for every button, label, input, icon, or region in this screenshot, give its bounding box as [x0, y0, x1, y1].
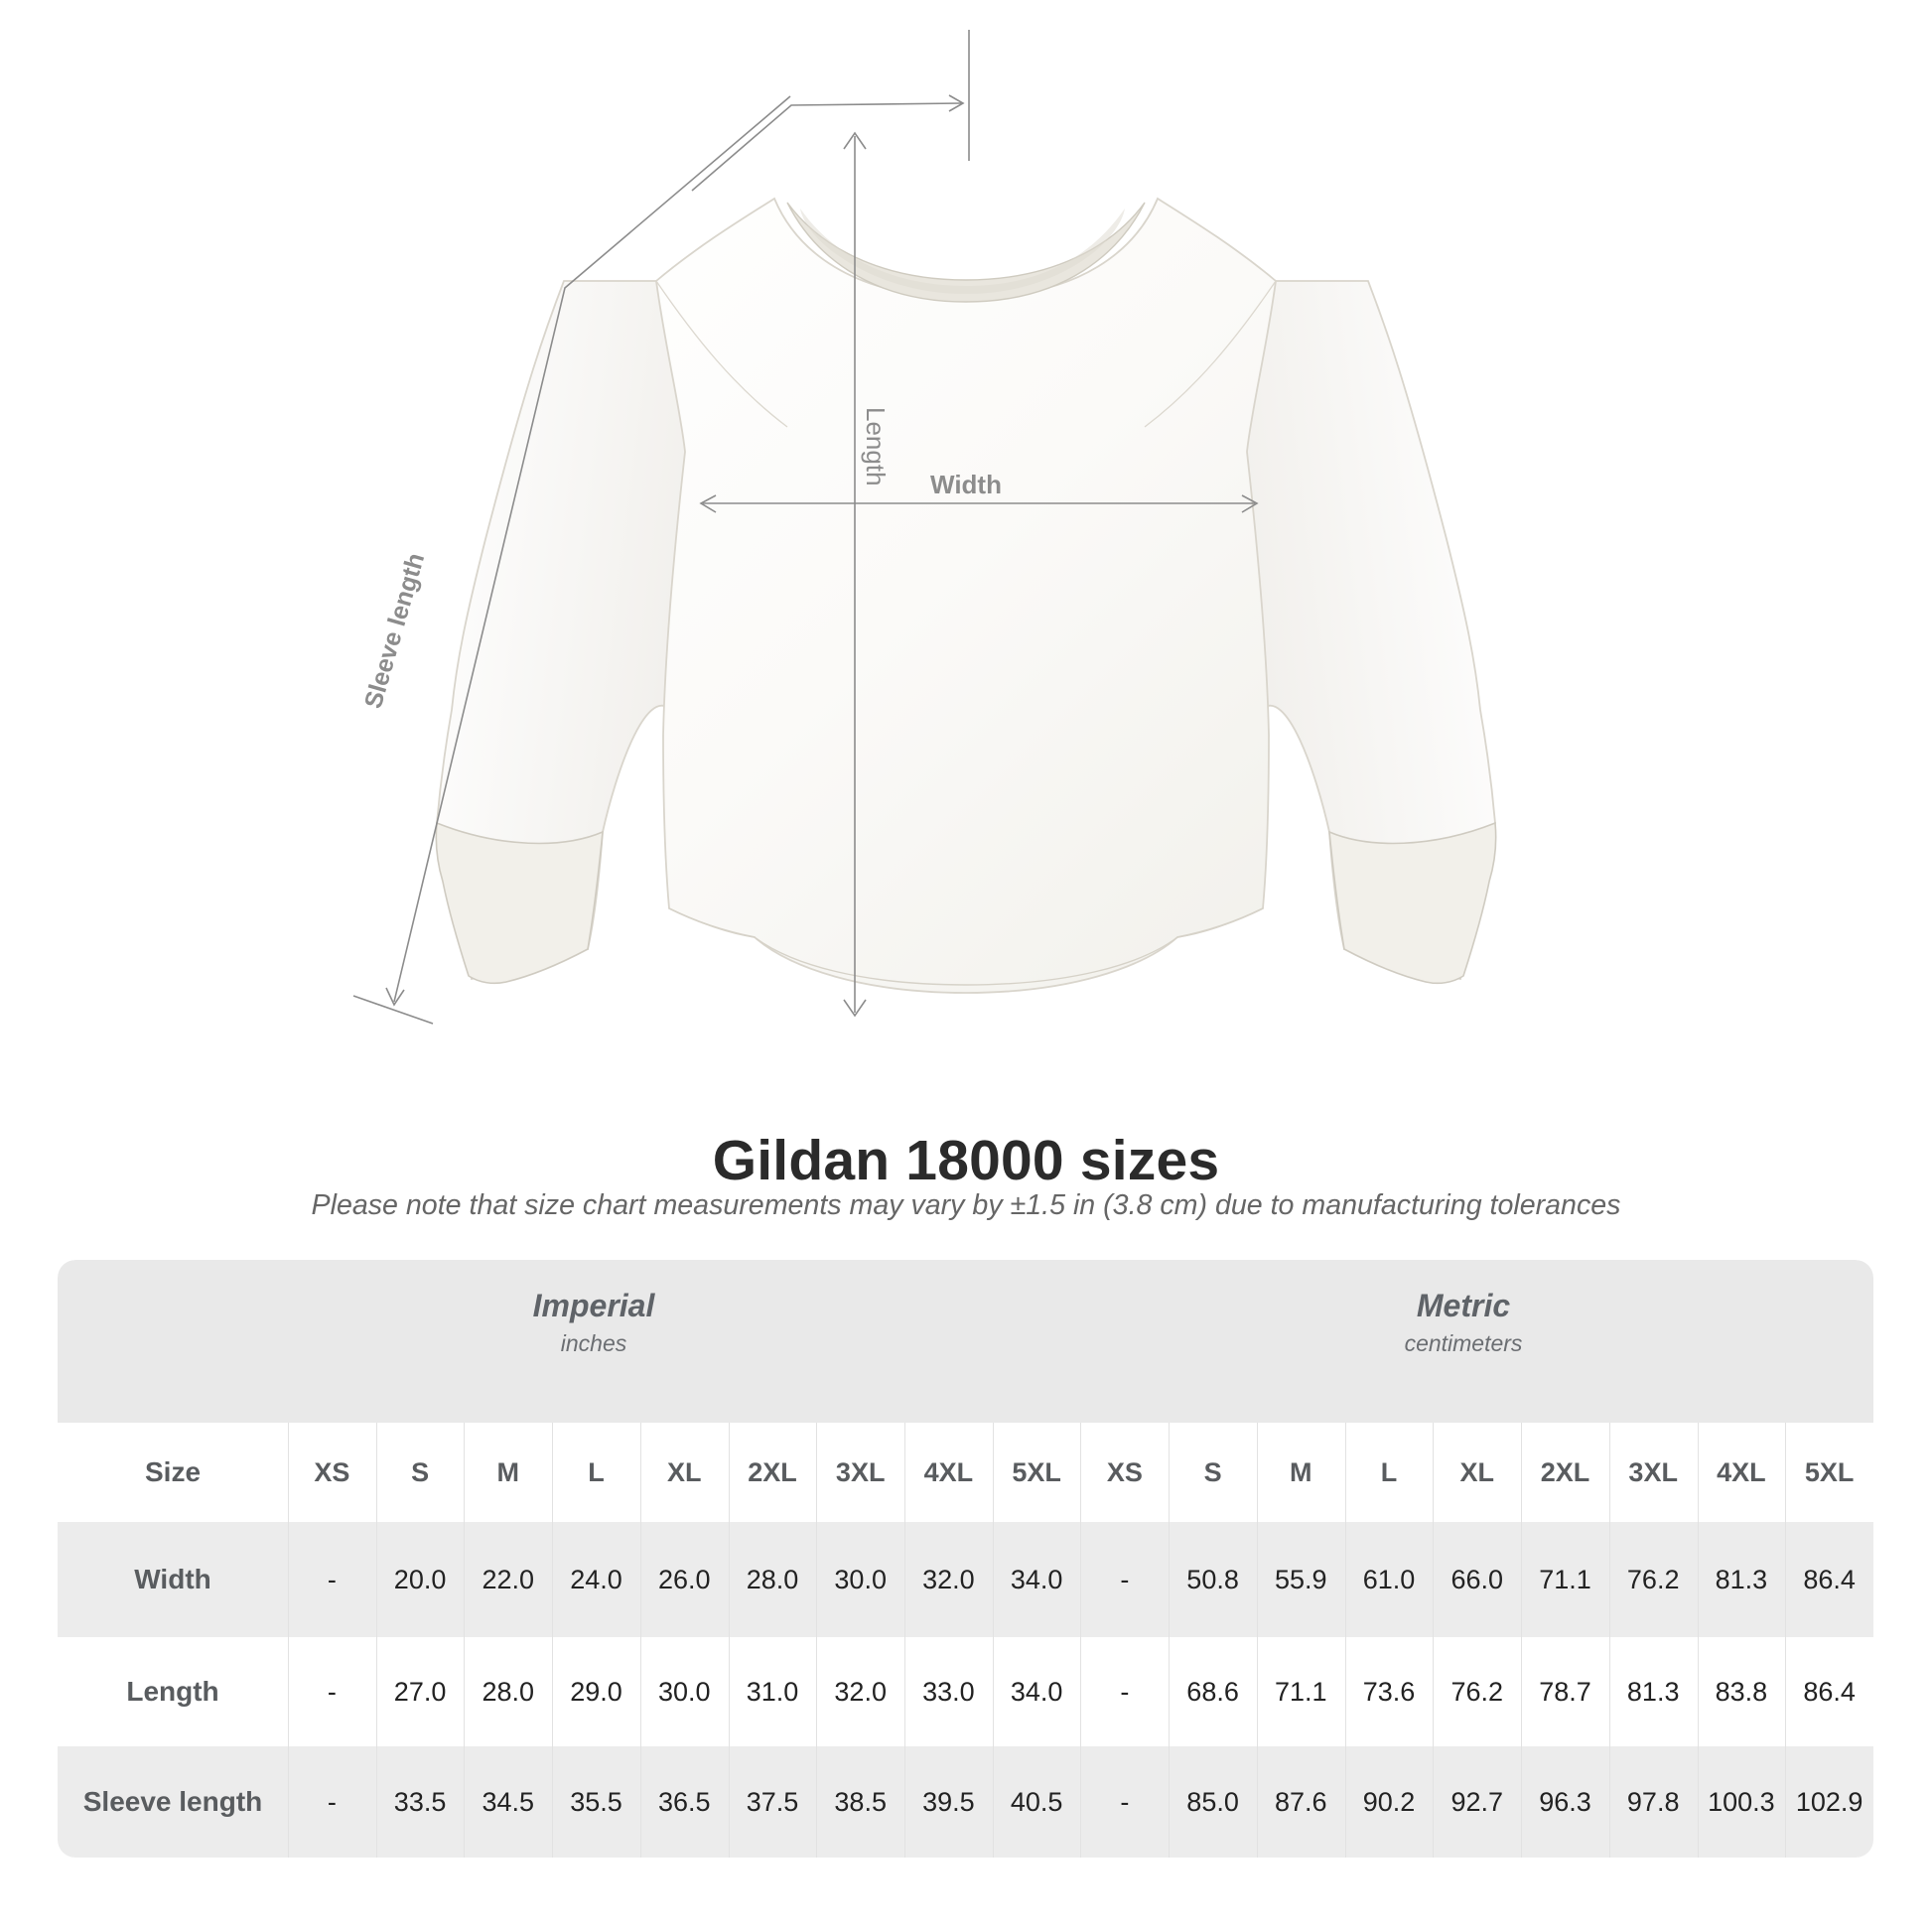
svg-text:Length: Length: [861, 407, 891, 486]
svg-text:Width: Width: [930, 470, 1002, 499]
svg-text:Sleeve length: Sleeve length: [359, 550, 430, 712]
